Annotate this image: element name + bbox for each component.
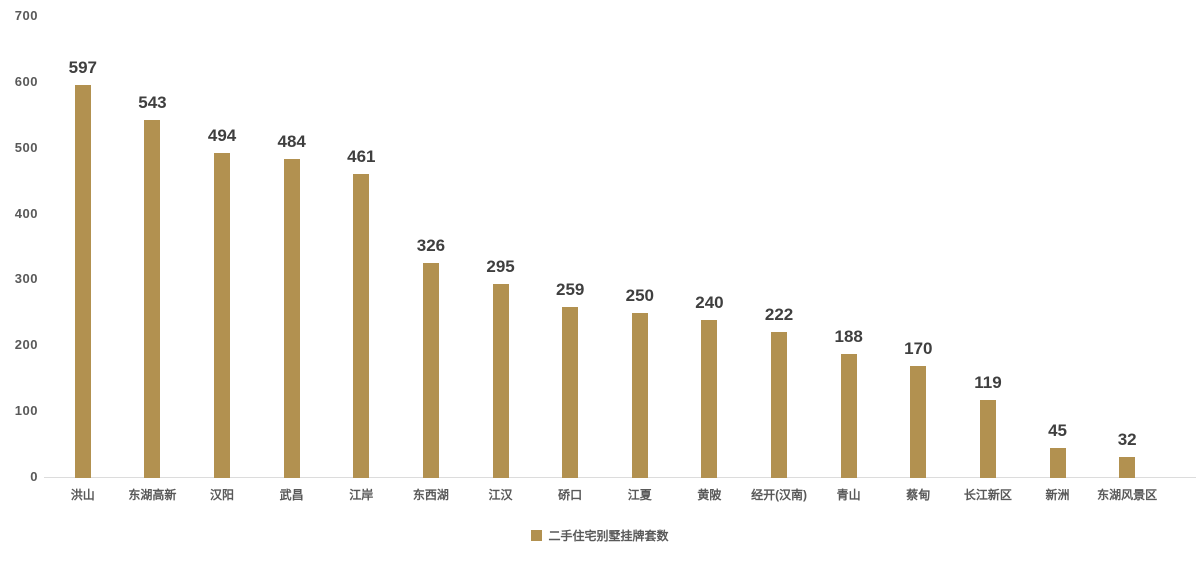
category-label: 江汉 — [488, 488, 513, 502]
y-tick-label: 400 — [14, 205, 38, 221]
bar-value-label: 461 — [347, 147, 376, 166]
y-tick-label: 700 — [14, 8, 38, 23]
bar-value-label: 295 — [486, 257, 515, 276]
bar-value-label: 597 — [68, 58, 97, 77]
bar-value-label: 494 — [207, 126, 237, 145]
bar-value-label: 240 — [695, 293, 724, 312]
bar-value-label: 188 — [834, 327, 863, 346]
category-label: 硚口 — [558, 488, 583, 502]
category-label: 青山 — [836, 488, 861, 502]
category-label: 东湖风景区 — [1097, 488, 1158, 502]
category-label: 经开(汉南) — [751, 488, 808, 502]
bar — [144, 120, 161, 478]
y-tick-label: 500 — [14, 139, 38, 155]
bar-value-label: 484 — [277, 132, 306, 151]
category-label: 武昌 — [279, 488, 304, 502]
category-label: 蔡甸 — [906, 488, 931, 502]
bar-value-label: 326 — [416, 236, 446, 255]
bar-value-label: 32 — [1117, 430, 1137, 449]
category-label: 江岸 — [349, 488, 374, 502]
y-tick-label: 100 — [14, 403, 38, 419]
bar-value-label: 119 — [974, 373, 1002, 392]
legend-swatch-icon — [531, 530, 543, 541]
bar — [701, 320, 718, 478]
bar-value-label: 170 — [904, 339, 933, 358]
y-tick-label: 200 — [14, 337, 38, 353]
bar — [492, 284, 509, 478]
bar-value-label: 250 — [625, 286, 654, 305]
bar — [771, 332, 788, 478]
bar — [840, 354, 857, 478]
legend-label: 二手住宅别墅挂牌套数 — [548, 529, 669, 543]
category-label: 洪山 — [70, 488, 95, 502]
category-label: 汉阳 — [210, 488, 235, 502]
x-axis-line — [44, 477, 1196, 478]
category-label: 黄陂 — [697, 488, 722, 502]
category-label: 东湖高新 — [128, 488, 177, 502]
bar — [979, 400, 996, 478]
y-tick-label: 600 — [14, 73, 38, 89]
bar-value-label: 259 — [556, 280, 585, 299]
bar — [353, 174, 370, 478]
bar-value-label: 222 — [764, 305, 794, 324]
bar — [1119, 457, 1136, 478]
category-label: 新洲 — [1045, 488, 1070, 502]
category-label: 江夏 — [627, 488, 652, 502]
y-tick-label: 300 — [14, 271, 38, 287]
category-label: 东西湖 — [412, 488, 449, 502]
bar — [910, 366, 927, 478]
legend: 二手住宅别墅挂牌套数 — [0, 527, 1200, 544]
bar-value-label: 543 — [138, 93, 167, 112]
bar-value-label: 45 — [1048, 421, 1068, 440]
bar — [283, 159, 300, 478]
category-label: 长江新区 — [963, 488, 1012, 502]
bar — [1049, 448, 1066, 478]
bar — [214, 153, 231, 478]
bar — [631, 313, 648, 478]
bar — [74, 85, 91, 478]
y-tick-label: 0 — [30, 469, 38, 484]
bar — [562, 307, 579, 478]
bar — [422, 263, 439, 478]
